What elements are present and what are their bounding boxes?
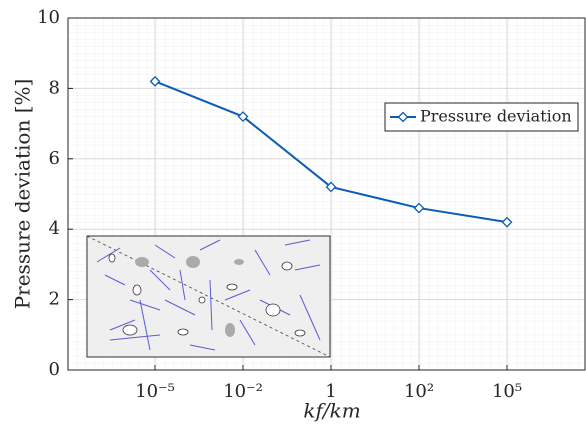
data-marker — [149, 75, 161, 87]
x-tick-label: 10⁻² — [223, 381, 263, 402]
data-marker — [237, 111, 249, 122]
y-tick-label: 0 — [49, 359, 60, 380]
x-axis-label: kf/km — [303, 399, 360, 423]
legend-marker — [397, 111, 409, 123]
x-tick-label: 10² — [404, 381, 434, 402]
y-tick-label: 10 — [37, 7, 60, 28]
y-tick-label: 6 — [49, 148, 60, 169]
inset — [86, 235, 331, 358]
x-tick-label: 10⁵ — [492, 381, 522, 402]
y-tick-label: 8 — [49, 77, 60, 98]
data-marker — [413, 202, 425, 214]
legend-box — [384, 102, 579, 132]
x-tick-label: 10⁻⁵ — [135, 381, 175, 402]
plot-frame — [67, 17, 586, 371]
data-marker — [325, 181, 337, 193]
y-axis-label: Pressure deviation [%] — [11, 79, 35, 310]
y-tick-label: 2 — [49, 289, 60, 310]
legend-label: Pressure deviation — [420, 107, 572, 126]
data-marker — [501, 216, 513, 228]
x-tick-label: 1 — [325, 381, 336, 402]
y-tick-label: 4 — [49, 218, 60, 239]
